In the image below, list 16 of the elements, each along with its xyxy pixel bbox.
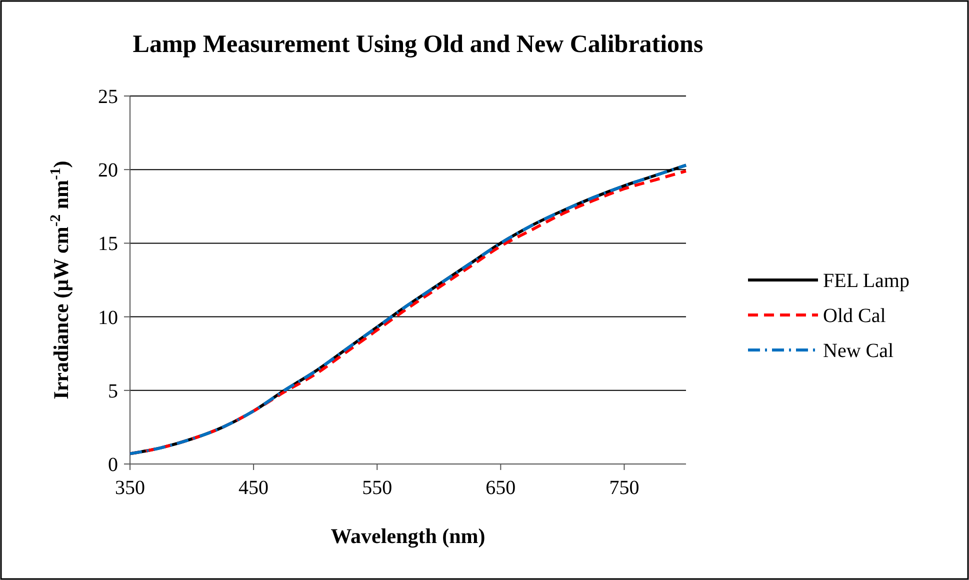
y-tick-label: 5 xyxy=(108,380,118,402)
y-tick-label: 0 xyxy=(108,454,118,476)
y-tick-label: 10 xyxy=(98,306,118,329)
x-tick-label: 650 xyxy=(486,477,516,499)
legend-label: FEL Lamp xyxy=(823,270,910,292)
y-tick-label: 15 xyxy=(98,233,118,256)
legend-label: Old Cal xyxy=(823,305,886,327)
y-tick-label: 20 xyxy=(98,160,118,182)
x-tick-label: 450 xyxy=(238,477,269,499)
x-tick-label: 550 xyxy=(362,477,392,499)
x-tick-label: 350 xyxy=(115,477,145,499)
legend-label: New Cal xyxy=(823,340,894,362)
x-tick-label: 750 xyxy=(609,477,640,499)
y-tick-label: 25 xyxy=(98,86,118,108)
x-axis-title: Wavelength (nm) xyxy=(330,524,486,548)
chart-title: Lamp Measurement Using Old and New Calibrations xyxy=(132,31,704,58)
